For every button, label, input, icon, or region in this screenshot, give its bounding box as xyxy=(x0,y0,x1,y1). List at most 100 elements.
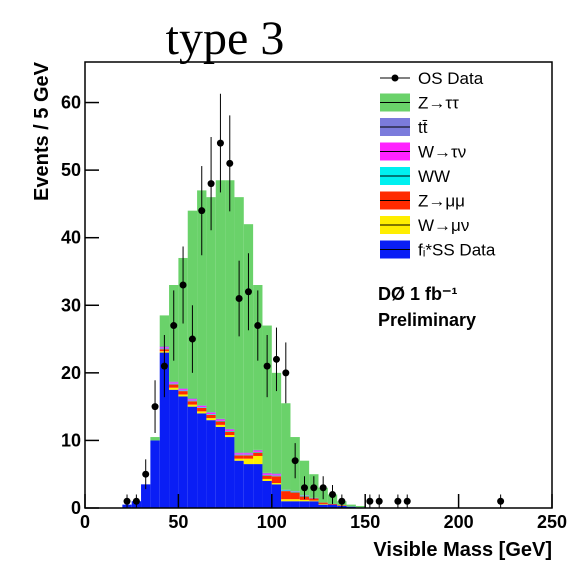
histogram-bar xyxy=(253,452,263,456)
histogram-bar xyxy=(327,503,338,505)
legend-label: tt̄ xyxy=(418,118,428,137)
data-point xyxy=(497,497,505,505)
data-point xyxy=(160,362,168,370)
histogram-bar xyxy=(169,387,179,390)
y-tick-label: 0 xyxy=(71,498,81,518)
histogram-bar xyxy=(206,420,216,508)
histogram-bar xyxy=(290,499,300,502)
histogram-bar xyxy=(234,458,244,461)
x-tick-label: 50 xyxy=(168,512,188,532)
histogram-bar xyxy=(215,419,226,421)
histogram-bar xyxy=(206,197,216,413)
histogram-bar xyxy=(225,430,235,432)
histogram-bar xyxy=(281,499,291,502)
x-tick-label: 100 xyxy=(257,512,287,532)
histogram-bar xyxy=(178,390,188,392)
histogram-bar xyxy=(206,414,216,415)
histogram-bar xyxy=(290,491,300,492)
histogram-bar xyxy=(187,406,198,508)
chart-title: type 3 xyxy=(166,12,285,65)
histogram-bar xyxy=(225,435,235,438)
histogram-bar xyxy=(206,418,216,421)
histogram-bar xyxy=(262,472,272,474)
histogram-bar xyxy=(215,424,226,427)
data-point xyxy=(226,159,234,167)
histogram-bar xyxy=(150,440,160,508)
histogram-bar xyxy=(225,431,235,436)
data-point xyxy=(366,497,374,505)
histogram-bar xyxy=(178,396,188,508)
data-point xyxy=(375,497,383,505)
histogram-bar xyxy=(159,352,170,508)
data-point xyxy=(282,369,290,377)
histogram-bar xyxy=(271,484,282,508)
data-point xyxy=(329,490,337,498)
y-tick-label: 40 xyxy=(61,228,81,248)
x-axis-label: Visible Mass [GeV] xyxy=(373,539,552,561)
histogram-bar xyxy=(178,391,188,395)
histogram-bar xyxy=(290,492,300,500)
histogram-bar xyxy=(178,388,188,390)
data-point xyxy=(142,470,150,478)
histogram-bar xyxy=(299,499,310,502)
histogram-bar xyxy=(262,473,272,475)
histogram-bar xyxy=(206,412,216,415)
histogram-bar xyxy=(187,398,198,400)
histogram-bar xyxy=(318,504,328,508)
histogram-bar xyxy=(243,454,254,456)
histogram-bar xyxy=(225,180,235,429)
data-point xyxy=(123,497,131,505)
histogram-bar xyxy=(187,210,198,399)
histogram-bar xyxy=(290,501,300,508)
data-point xyxy=(272,355,280,363)
data-point xyxy=(263,362,271,370)
histogram-bar xyxy=(215,420,226,422)
histogram-bar xyxy=(234,460,244,508)
histogram-bar xyxy=(262,325,272,473)
annotation: DØ 1 fb⁻¹ xyxy=(378,284,458,304)
histogram-bar xyxy=(327,504,338,508)
histogram-bar xyxy=(206,414,216,419)
legend-label: fᵢ*SS Data xyxy=(418,241,496,260)
histogram-bar xyxy=(169,382,179,384)
histogram-bar xyxy=(309,498,319,501)
histogram-bar xyxy=(234,454,244,456)
y-tick-label: 20 xyxy=(61,363,81,383)
histogram-bar xyxy=(253,464,263,508)
histogram-bar xyxy=(225,428,235,430)
histogram-bar xyxy=(253,455,263,465)
histogram-bar xyxy=(318,502,328,504)
histogram-bar xyxy=(271,476,282,483)
data-point xyxy=(254,322,262,330)
x-tick-label: 0 xyxy=(80,512,90,532)
histogram-bar xyxy=(197,411,207,414)
histogram-bar xyxy=(234,453,244,455)
histogram-bar xyxy=(169,381,179,383)
histogram-bar xyxy=(262,474,272,476)
histogram-bar xyxy=(299,501,310,508)
histogram-bar xyxy=(243,453,254,455)
data-point xyxy=(198,207,206,215)
histogram-bar xyxy=(309,501,319,508)
histogram-bar xyxy=(271,482,282,485)
data-point xyxy=(338,497,346,505)
histogram-bar xyxy=(197,407,207,408)
histogram-bar xyxy=(206,412,216,413)
histogram-bar xyxy=(271,474,282,476)
histogram-bar xyxy=(197,407,207,412)
data-point xyxy=(179,281,187,289)
annotation: Preliminary xyxy=(378,310,476,330)
histogram-bar xyxy=(262,478,272,481)
data-point xyxy=(188,335,196,343)
histogram-bar xyxy=(187,404,198,407)
histogram-bar xyxy=(281,491,291,500)
data-point xyxy=(170,322,178,330)
histogram-bar xyxy=(225,437,235,508)
histogram-bar xyxy=(187,399,198,401)
legend-label: W→τν xyxy=(418,143,466,162)
x-tick-label: 250 xyxy=(537,512,567,532)
histogram-bar xyxy=(243,224,254,453)
histogram-bar xyxy=(141,484,151,508)
histogram-bar xyxy=(318,503,328,505)
